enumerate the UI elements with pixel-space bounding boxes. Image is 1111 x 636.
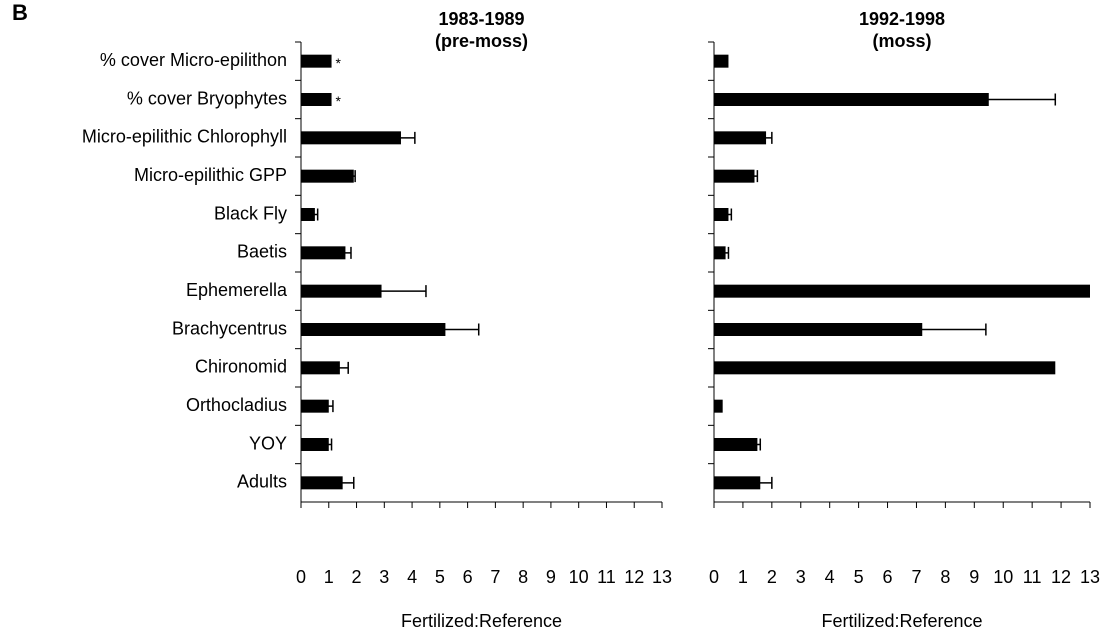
bar xyxy=(714,361,1056,375)
bar xyxy=(714,399,723,413)
y-tick-label: % cover Micro-epilithon xyxy=(100,50,287,70)
bar xyxy=(714,284,1090,298)
bar xyxy=(301,361,340,375)
x-axis-label: Fertilized:Reference xyxy=(821,611,982,631)
chart-title: (moss) xyxy=(872,31,931,51)
x-tick-label: 2 xyxy=(767,567,777,587)
error-bar xyxy=(386,131,416,144)
x-tick-label: 3 xyxy=(379,567,389,587)
error-bar xyxy=(311,208,319,221)
error-bar xyxy=(330,476,355,489)
x-axis-label: Fertilized:Reference xyxy=(401,611,562,631)
error-bar xyxy=(753,438,762,451)
y-tick-label: YOY xyxy=(249,433,287,453)
x-tick-label: 12 xyxy=(624,567,644,587)
error-bar xyxy=(336,285,427,298)
x-tick-label: 1 xyxy=(324,567,334,587)
error-bar xyxy=(339,246,352,259)
chart-title: 1992-1998 xyxy=(859,9,945,29)
error-bar xyxy=(724,208,733,221)
x-tick-label: 9 xyxy=(546,567,556,587)
bar xyxy=(714,246,726,260)
bar xyxy=(714,438,758,451)
value-label: * xyxy=(336,93,342,109)
y-tick-label: Micro-epilithic GPP xyxy=(134,165,287,185)
error-bar xyxy=(857,323,987,336)
x-tick-label: 11 xyxy=(597,567,616,587)
chart-title: (pre-moss) xyxy=(435,31,528,51)
chart-title: 1983-1989 xyxy=(438,9,524,29)
x-tick-label: 4 xyxy=(407,567,417,587)
x-tick-label: 8 xyxy=(518,567,528,587)
x-tick-label: 7 xyxy=(490,567,500,587)
error-bar xyxy=(721,246,730,259)
bar xyxy=(714,131,767,145)
error-bar xyxy=(325,438,333,451)
x-tick-label: 10 xyxy=(569,567,589,587)
y-tick-label: Micro-epilithic Chlorophyll xyxy=(82,127,287,147)
bar xyxy=(714,323,923,336)
bar xyxy=(301,169,354,183)
error-bar xyxy=(759,131,773,144)
y-tick-label: Ephemerella xyxy=(186,280,288,300)
bar xyxy=(301,438,329,451)
x-tick-label: 0 xyxy=(296,567,306,587)
x-tick-label: 5 xyxy=(435,567,445,587)
x-tick-label: 13 xyxy=(652,567,672,587)
y-tick-label: Black Fly xyxy=(214,203,287,223)
y-tick-label: Orthocladius xyxy=(186,395,287,415)
bar xyxy=(301,54,332,68)
bar xyxy=(301,93,332,106)
error-bar xyxy=(750,170,759,183)
x-tick-label: 3 xyxy=(796,567,806,587)
x-tick-label: 10 xyxy=(993,567,1013,587)
y-tick-label: Brachycentrus xyxy=(172,318,287,338)
x-tick-label: 4 xyxy=(825,567,835,587)
bar xyxy=(714,169,755,183)
y-tick-label: Chironomid xyxy=(195,357,287,377)
bar xyxy=(301,399,329,413)
error-bar xyxy=(323,400,334,413)
error-bar xyxy=(921,93,1057,106)
y-tick-label: Baetis xyxy=(237,242,287,262)
x-tick-label: 1 xyxy=(738,567,748,587)
error-bar xyxy=(330,361,349,374)
x-tick-label: 7 xyxy=(911,567,921,587)
bar xyxy=(301,323,446,336)
error-bar xyxy=(747,476,773,489)
bar xyxy=(714,54,729,68)
x-tick-label: 9 xyxy=(969,567,979,587)
y-tick-label: Adults xyxy=(237,472,287,492)
x-tick-label: 13 xyxy=(1080,567,1100,587)
x-tick-label: 0 xyxy=(709,567,719,587)
bar xyxy=(301,131,401,145)
bar xyxy=(714,93,989,106)
x-tick-label: 5 xyxy=(854,567,864,587)
x-tick-label: 8 xyxy=(940,567,950,587)
x-tick-label: 11 xyxy=(1023,567,1042,587)
error-bar xyxy=(411,323,480,336)
x-tick-label: 12 xyxy=(1051,567,1071,587)
panel-label: B xyxy=(12,0,28,25)
y-tick-label: % cover Bryophytes xyxy=(127,88,287,108)
error-bar xyxy=(351,170,356,183)
x-tick-label: 2 xyxy=(352,567,362,587)
bar xyxy=(301,246,346,260)
x-tick-label: 6 xyxy=(463,567,473,587)
value-label: * xyxy=(336,55,342,71)
x-tick-label: 6 xyxy=(883,567,893,587)
